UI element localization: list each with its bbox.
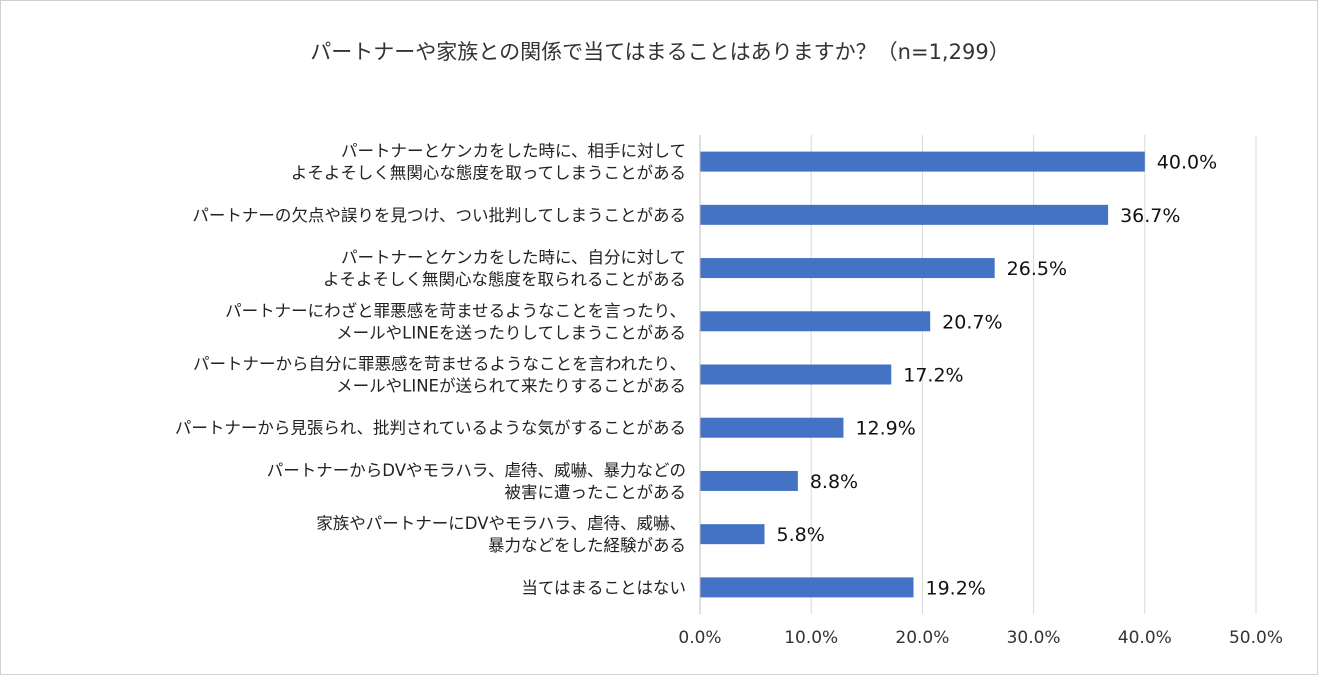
x-tick-label-4: 40.0% bbox=[1118, 628, 1172, 648]
value-label-1: 36.7% bbox=[1120, 205, 1180, 227]
category-label-6: パートナーからDVやモラハラ、虐待、威嚇、暴力などの被害に遭ったことがある bbox=[267, 461, 686, 502]
value-label-2: 26.5% bbox=[1007, 258, 1067, 280]
bar-8 bbox=[700, 577, 914, 598]
category-label-line: メールやLINEを送ったりしてしまうことがある bbox=[336, 323, 686, 342]
value-label-4: 17.2% bbox=[903, 365, 963, 387]
category-label-line: 被害に遭ったことがある bbox=[505, 483, 687, 502]
category-label-5: パートナーから見張られ、批判されているような気がすることがある bbox=[175, 419, 686, 438]
x-tick-label-1: 10.0% bbox=[784, 628, 838, 648]
x-tick-label-0: 0.0% bbox=[678, 628, 721, 648]
category-label-line: パートナーにわざと罪悪感を苛ませるようなことを言ったり、 bbox=[225, 300, 686, 320]
bar-3 bbox=[700, 311, 931, 332]
value-label-5: 12.9% bbox=[855, 418, 915, 440]
category-label-line: パートナーとケンカをした時に、自分に対して bbox=[341, 248, 686, 267]
value-label-6: 8.8% bbox=[810, 471, 858, 493]
x-tick-label-3: 30.0% bbox=[1007, 628, 1061, 648]
x-tick-label-5: 50.0% bbox=[1229, 628, 1283, 648]
bar-6 bbox=[700, 470, 798, 491]
category-label-8: 当てはまることはない bbox=[521, 578, 686, 597]
category-label-0: パートナーとケンカをした時に、相手に対してよそよそしく無関心な態度を取ってしまう… bbox=[291, 142, 686, 183]
category-label-1: パートナーの欠点や誤りを見つけ、つい批判してしまうことがある bbox=[192, 206, 686, 225]
bar-2 bbox=[700, 258, 995, 279]
x-tick-label-2: 20.0% bbox=[895, 628, 949, 648]
category-label-2: パートナーとケンカをした時に、自分に対してよそよそしく無関心な態度を取られること… bbox=[323, 248, 686, 289]
bar-5 bbox=[700, 417, 844, 438]
category-label-line: 家族やパートナーにDVやモラハラ、虐待、威嚇、 bbox=[316, 514, 686, 533]
category-label-line: よそよそしく無関心な態度を取ってしまうことがある bbox=[291, 164, 686, 183]
value-label-8: 19.2% bbox=[926, 577, 986, 599]
value-label-3: 20.7% bbox=[942, 311, 1002, 333]
category-label-line: メールやLINEが送られて来たりすることがある bbox=[336, 377, 686, 396]
category-label-3: パートナーにわざと罪悪感を苛ませるようなことを言ったり、メールやLINEを送った… bbox=[225, 300, 686, 342]
category-label-7: 家族やパートナーにDVやモラハラ、虐待、威嚇、暴力などをした経験がある bbox=[316, 514, 686, 555]
category-label-4: パートナーから自分に罪悪感を苛ませるようなことを言われたり、メールやLINEが送… bbox=[193, 355, 686, 396]
value-label-0: 40.0% bbox=[1157, 152, 1217, 174]
category-label-line: パートナーの欠点や誤りを見つけ、つい批判してしまうことがある bbox=[192, 206, 686, 225]
category-label-line: よそよそしく無関心な態度を取られることがある bbox=[323, 270, 686, 289]
category-label-line: パートナーからDVやモラハラ、虐待、威嚇、暴力などの bbox=[267, 461, 686, 480]
category-label-line: 暴力などをした経験がある bbox=[488, 536, 686, 555]
bar-1 bbox=[700, 204, 1109, 225]
bar-0 bbox=[700, 151, 1145, 172]
value-label-7: 5.8% bbox=[776, 524, 824, 546]
category-label-line: パートナーから自分に罪悪感を苛ませるようなことを言われたり、 bbox=[193, 355, 686, 374]
chart-title: パートナーや家族との関係で当てはまることはありますか？（n=1,299） bbox=[310, 40, 1010, 64]
bar-4 bbox=[700, 364, 892, 385]
bar-7 bbox=[700, 524, 765, 545]
category-label-line: 当てはまることはない bbox=[521, 578, 686, 597]
category-label-line: パートナーとケンカをした時に、相手に対して bbox=[341, 142, 686, 161]
category-label-line: パートナーから見張られ、批判されているような気がすることがある bbox=[175, 419, 686, 438]
